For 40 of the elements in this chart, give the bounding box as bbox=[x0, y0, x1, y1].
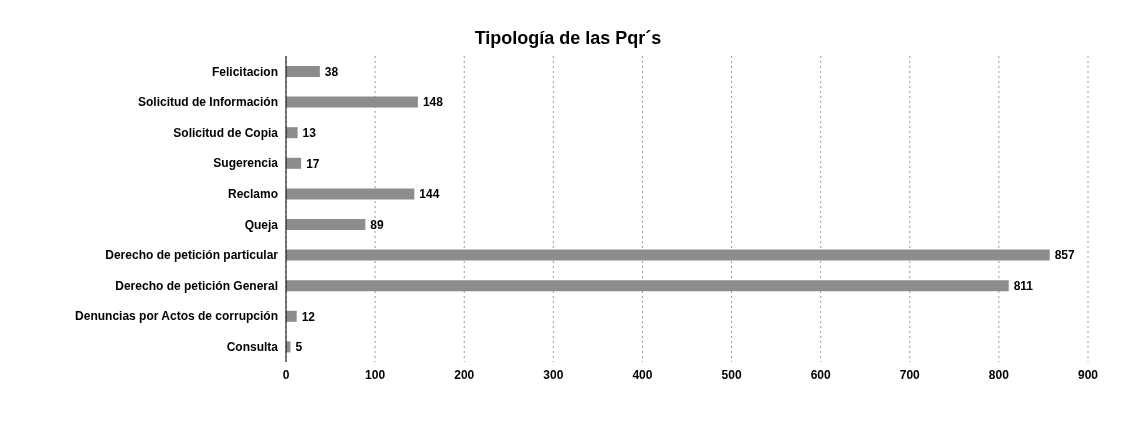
bar bbox=[286, 310, 297, 322]
data-label: 144 bbox=[419, 187, 440, 202]
data-label: 17 bbox=[306, 156, 320, 171]
data-label: 12 bbox=[301, 309, 316, 324]
data-label: 148 bbox=[422, 95, 444, 110]
bar bbox=[286, 249, 1050, 261]
y-tick-label: Denuncias por Actos de corrupción bbox=[75, 309, 278, 324]
x-tick-label: 800 bbox=[988, 367, 1010, 382]
data-label: 811 bbox=[1013, 278, 1034, 293]
data-label: 857 bbox=[1054, 248, 1076, 263]
data-label: 89 bbox=[370, 217, 384, 232]
bar bbox=[286, 188, 415, 200]
y-tick-label: Reclamo bbox=[227, 186, 278, 201]
x-tick-label: 500 bbox=[721, 367, 742, 382]
x-tick-label: 100 bbox=[365, 367, 386, 382]
data-label: 13 bbox=[302, 125, 317, 140]
data-label: 38 bbox=[324, 64, 339, 79]
y-tick-label: Consulta bbox=[226, 339, 279, 354]
x-tick-label: 400 bbox=[632, 367, 653, 382]
x-tick-label: 300 bbox=[543, 367, 564, 382]
x-tick-label: 900 bbox=[1077, 367, 1099, 382]
x-tick-label: 0 bbox=[282, 367, 290, 382]
bar bbox=[286, 219, 366, 230]
y-tick-label: Solicitud de Copia bbox=[173, 125, 279, 140]
y-tick-label: Solicitud de Información bbox=[137, 95, 278, 110]
x-tick-label: 700 bbox=[899, 367, 921, 382]
bar bbox=[286, 66, 320, 77]
y-tick-label: Derecho de petición General bbox=[115, 278, 278, 293]
y-tick-label: Felicitacion bbox=[211, 64, 278, 79]
bar bbox=[286, 280, 1009, 292]
y-tick-label: Derecho de petición particular bbox=[105, 248, 279, 263]
data-label: 5 bbox=[295, 340, 303, 355]
x-tick-label: 200 bbox=[454, 367, 475, 382]
chart-title: Tipología de las Pqr´s bbox=[473, 28, 663, 50]
x-tick-label: 600 bbox=[810, 367, 831, 382]
bar bbox=[286, 96, 418, 108]
bar bbox=[286, 157, 302, 169]
y-tick-label: Sugerencia bbox=[213, 156, 279, 171]
y-tick-label: Queja bbox=[244, 217, 279, 232]
bar bbox=[286, 127, 298, 139]
